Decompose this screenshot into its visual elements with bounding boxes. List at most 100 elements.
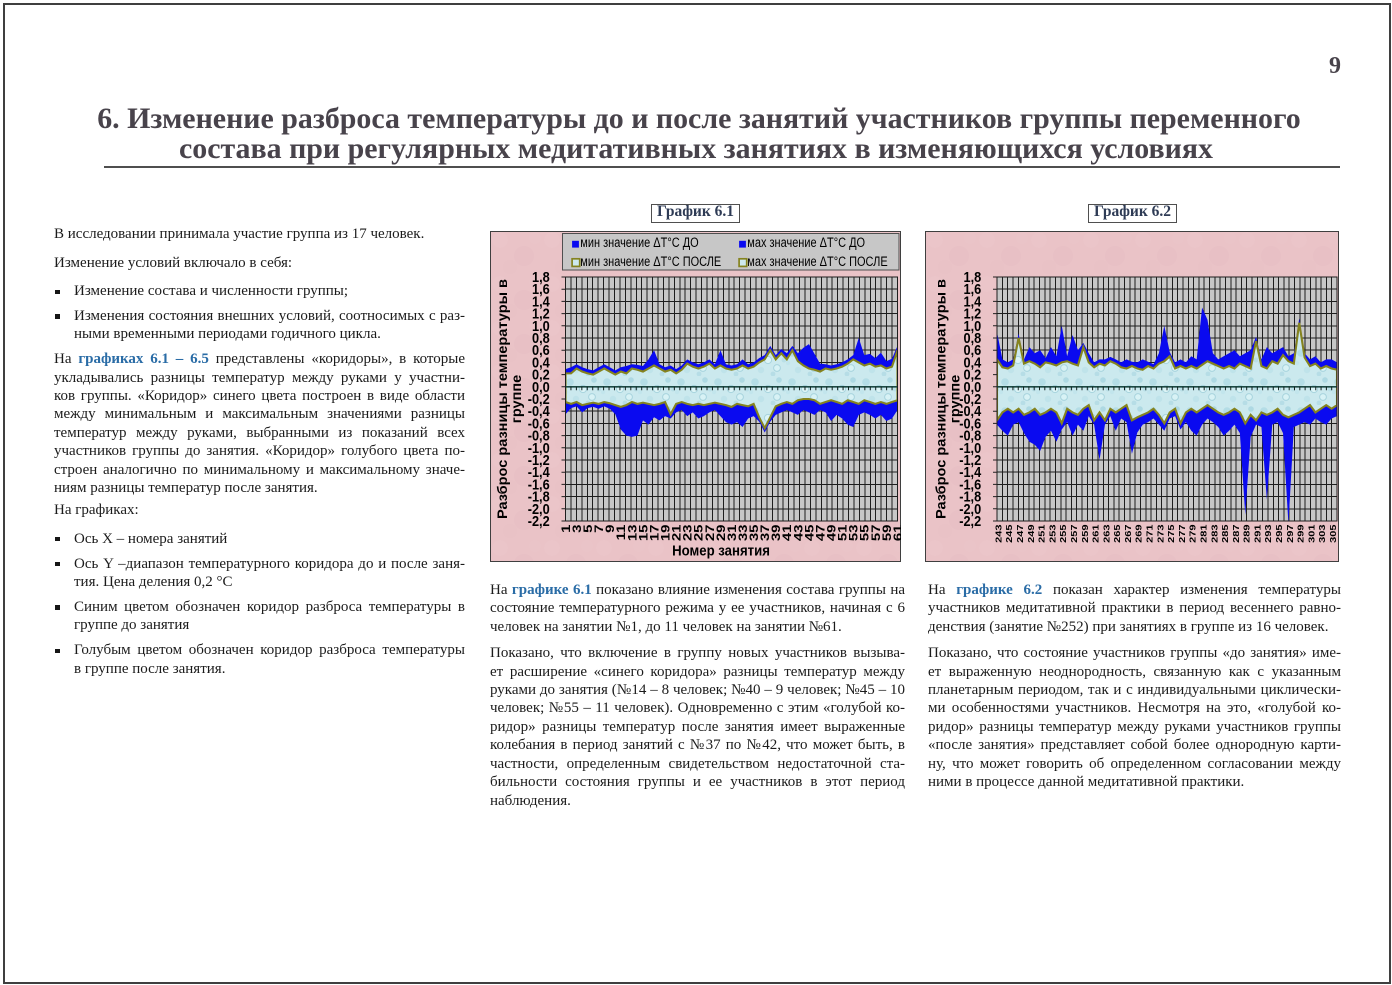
svg-text:0,4: 0,4 xyxy=(532,355,550,371)
svg-text:247: 247 xyxy=(1016,525,1025,543)
svg-text:283: 283 xyxy=(1211,524,1220,543)
svg-text:-0,4: -0,4 xyxy=(528,403,550,419)
svg-text:-0,8: -0,8 xyxy=(959,428,981,444)
svg-text:301: 301 xyxy=(1308,524,1317,543)
svg-text:21: 21 xyxy=(670,524,683,541)
svg-text:группе: группе xyxy=(508,375,523,424)
svg-text:25: 25 xyxy=(692,524,705,541)
svg-text:Номер занятия: Номер занятия xyxy=(672,542,770,559)
svg-text:-1,8: -1,8 xyxy=(959,489,981,505)
svg-text:Разброс разницы температуры в: Разброс разницы температуры в xyxy=(933,279,948,519)
svg-text:мин значение ΔТ°С ПОСЛЕ: мин значение ΔТ°С ПОСЛЕ xyxy=(580,254,721,269)
svg-text:253: 253 xyxy=(1049,524,1058,543)
svg-text:265: 265 xyxy=(1113,524,1122,543)
svg-text:49: 49 xyxy=(825,524,838,541)
svg-text:17: 17 xyxy=(648,525,661,542)
svg-text:0,0: 0,0 xyxy=(532,379,550,395)
svg-text:251: 251 xyxy=(1038,524,1047,543)
svg-text:299: 299 xyxy=(1297,524,1306,543)
svg-text:1: 1 xyxy=(559,524,572,533)
svg-text:55: 55 xyxy=(858,524,871,541)
svg-text:-0,2: -0,2 xyxy=(959,391,981,407)
svg-text:27: 27 xyxy=(703,525,716,542)
svg-text:295: 295 xyxy=(1275,524,1284,543)
svg-text:мах значение ΔТ°С ПОСЛЕ: мах значение ΔТ°С ПОСЛЕ xyxy=(747,254,887,269)
svg-text:267: 267 xyxy=(1124,525,1133,543)
svg-text:11: 11 xyxy=(615,524,628,540)
svg-text:33: 33 xyxy=(736,524,749,541)
svg-text:-1,0: -1,0 xyxy=(528,440,550,456)
svg-text:-0,6: -0,6 xyxy=(528,416,550,432)
svg-text:291: 291 xyxy=(1254,524,1263,543)
svg-text:35: 35 xyxy=(747,524,760,541)
svg-text:-1,8: -1,8 xyxy=(528,489,550,505)
svg-text:0,2: 0,2 xyxy=(532,367,550,383)
svg-text:13: 13 xyxy=(626,524,639,541)
svg-text:3: 3 xyxy=(570,524,583,533)
svg-text:47: 47 xyxy=(814,525,827,542)
svg-text:-1,6: -1,6 xyxy=(959,477,981,493)
svg-text:0,8: 0,8 xyxy=(963,330,981,346)
svg-text:0,8: 0,8 xyxy=(532,330,550,346)
svg-text:297: 297 xyxy=(1286,525,1295,543)
svg-text:261: 261 xyxy=(1092,524,1101,543)
svg-text:7: 7 xyxy=(592,525,605,533)
svg-text:-2,2: -2,2 xyxy=(959,513,981,529)
svg-text:37: 37 xyxy=(758,525,771,542)
svg-text:-1,2: -1,2 xyxy=(528,452,550,468)
svg-text:249: 249 xyxy=(1027,524,1036,543)
svg-text:245: 245 xyxy=(1005,524,1014,543)
svg-text:269: 269 xyxy=(1135,524,1144,543)
svg-text:0,6: 0,6 xyxy=(963,342,981,358)
svg-text:285: 285 xyxy=(1221,524,1230,543)
svg-text:43: 43 xyxy=(792,524,805,541)
svg-text:0,4: 0,4 xyxy=(963,355,981,371)
svg-text:243: 243 xyxy=(995,524,1004,543)
svg-text:59: 59 xyxy=(880,524,893,541)
svg-text:0,0: 0,0 xyxy=(963,379,981,395)
svg-text:263: 263 xyxy=(1103,524,1112,543)
svg-text:мах значение ΔТ°С ДО: мах значение ΔТ°С ДО xyxy=(747,235,865,250)
svg-text:305: 305 xyxy=(1329,524,1338,543)
svg-text:1,8: 1,8 xyxy=(532,269,550,285)
svg-text:61: 61 xyxy=(891,524,901,541)
svg-text:1,4: 1,4 xyxy=(532,294,550,310)
svg-text:19: 19 xyxy=(659,524,672,541)
svg-text:0,6: 0,6 xyxy=(532,342,550,358)
svg-text:259: 259 xyxy=(1081,524,1090,543)
svg-text:281: 281 xyxy=(1200,524,1209,543)
svg-text:-2,0: -2,0 xyxy=(959,501,981,517)
svg-text:9: 9 xyxy=(603,524,616,533)
svg-text:293: 293 xyxy=(1265,524,1274,543)
svg-text:1,2: 1,2 xyxy=(963,306,981,322)
svg-text:-1,0: -1,0 xyxy=(959,440,981,456)
svg-text:275: 275 xyxy=(1167,524,1176,543)
svg-text:279: 279 xyxy=(1189,524,1198,543)
svg-text:39: 39 xyxy=(769,524,782,541)
svg-text:-1,6: -1,6 xyxy=(528,477,550,493)
svg-text:мин значение ΔТ°С ДО: мин значение ΔТ°С ДО xyxy=(580,235,698,250)
svg-text:57: 57 xyxy=(869,525,882,542)
svg-text:1,6: 1,6 xyxy=(963,281,981,297)
svg-text:5: 5 xyxy=(581,524,594,533)
svg-text:-0,4: -0,4 xyxy=(959,403,981,419)
svg-text:1,0: 1,0 xyxy=(963,318,981,334)
svg-text:-0,2: -0,2 xyxy=(528,391,550,407)
svg-text:287: 287 xyxy=(1232,525,1241,543)
svg-text:1,4: 1,4 xyxy=(963,294,981,310)
svg-text:273: 273 xyxy=(1157,524,1166,543)
svg-text:Разброс разницы температуры в: Разброс разницы температуры в xyxy=(494,279,509,519)
svg-text:53: 53 xyxy=(847,524,860,541)
svg-text:271: 271 xyxy=(1146,524,1155,543)
svg-text:29: 29 xyxy=(714,524,727,541)
svg-text:15: 15 xyxy=(637,524,650,541)
svg-text:255: 255 xyxy=(1059,524,1068,543)
svg-text:23: 23 xyxy=(681,524,694,541)
svg-text:0,2: 0,2 xyxy=(963,367,981,383)
svg-text:1,2: 1,2 xyxy=(532,306,550,322)
svg-text:1,0: 1,0 xyxy=(532,318,550,334)
svg-text:51: 51 xyxy=(836,524,849,541)
svg-text:-0,6: -0,6 xyxy=(959,416,981,432)
svg-text:-2,0: -2,0 xyxy=(528,501,550,517)
svg-text:31: 31 xyxy=(725,524,738,541)
